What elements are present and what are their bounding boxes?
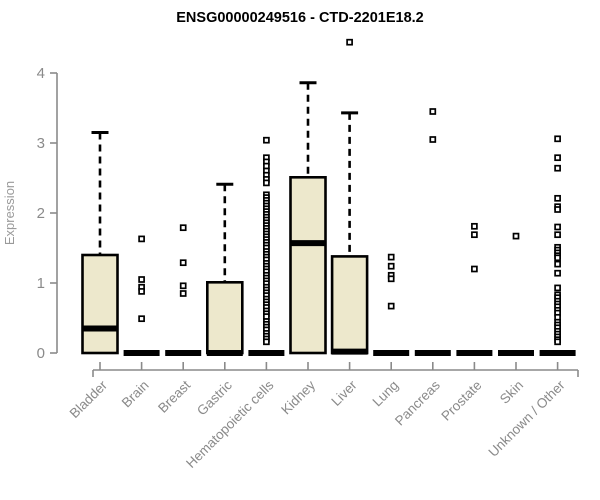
outlier-point <box>346 38 353 46</box>
chart-title: ENSG00000249516 - CTD-2201E18.2 <box>176 10 423 26</box>
outlier-point <box>387 275 395 283</box>
outlier-point <box>512 232 520 240</box>
outlier-point <box>554 164 561 172</box>
category-label: Kidney <box>278 377 318 417</box>
outlier-point <box>179 259 187 267</box>
outlier-point <box>387 302 395 310</box>
outlier-point <box>554 135 561 143</box>
box-Liver <box>330 255 369 355</box>
category-label: Bladder <box>67 377 111 421</box>
outlier-point <box>263 179 270 187</box>
y-tick-label: 0 <box>37 345 45 362</box>
category-label: Prostate <box>438 378 484 424</box>
outlier-point <box>429 136 437 143</box>
category-label: Lung <box>369 378 401 410</box>
outlier-point <box>138 235 145 243</box>
outlier-point <box>554 338 561 346</box>
outlier-point <box>554 269 561 277</box>
box-Bladder <box>81 253 119 355</box>
outlier-point <box>387 262 395 270</box>
outlier-point <box>179 224 187 232</box>
category-label: Brain <box>119 378 152 411</box>
y-tick-label: 4 <box>37 65 45 82</box>
y-axis-label: Expression <box>2 181 17 245</box>
outlier-point <box>471 222 478 230</box>
outlier-point <box>138 276 145 283</box>
category-label: Pancreas <box>392 377 443 428</box>
category-label: Breast <box>155 377 193 415</box>
outlier-point <box>554 260 561 268</box>
outlier-point <box>429 108 437 115</box>
outlier-point <box>554 223 561 231</box>
outlier-point <box>138 315 145 323</box>
y-tick-label: 3 <box>37 135 45 152</box>
outlier-point <box>554 194 561 202</box>
y-tick-label: 2 <box>37 205 45 222</box>
category-label: Liver <box>328 377 360 409</box>
outlier-point <box>263 136 270 144</box>
y-tick-label: 1 <box>37 275 45 292</box>
outlier-point <box>554 206 561 213</box>
outlier-point <box>554 284 561 292</box>
category-label: Unknown / Other <box>485 377 568 460</box>
outlier-point <box>471 265 478 273</box>
category-label: Skin <box>497 378 526 407</box>
category-label: Gastric <box>194 377 235 418</box>
outlier-point <box>179 290 187 297</box>
outlier-point <box>263 338 270 346</box>
outlier-point <box>138 288 145 295</box>
box-Gastric <box>206 280 244 355</box>
outlier-point <box>387 253 395 261</box>
outlier-point <box>554 231 561 239</box>
outlier-point <box>554 154 561 162</box>
outlier-point <box>554 254 561 262</box>
box-Kidney <box>289 176 327 355</box>
outlier-point <box>179 282 187 290</box>
outlier-point <box>471 231 478 239</box>
